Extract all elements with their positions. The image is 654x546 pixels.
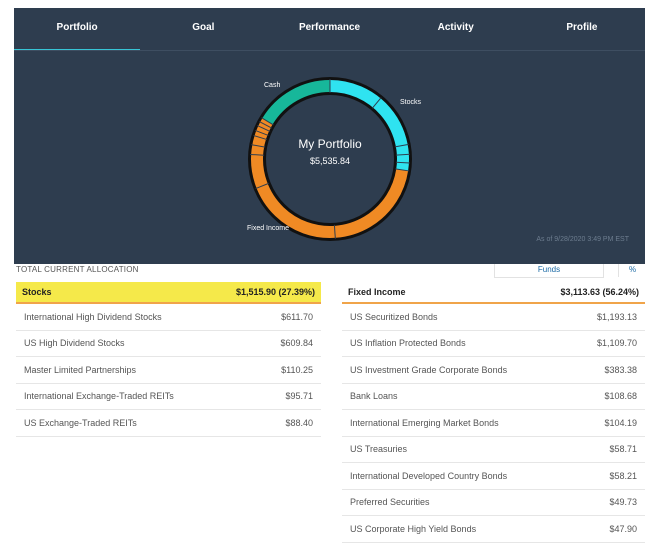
stock-row[interactable]: International High Dividend Stocks $611.7…	[16, 304, 321, 331]
tab-activity[interactable]: Activity	[437, 22, 474, 33]
fund-value: $1,109.70	[596, 338, 637, 349]
fixed-income-row[interactable]: Bank Loans $108.68	[342, 384, 645, 410]
fund-name: US High Dividend Stocks	[24, 338, 125, 349]
fund-name: US Corporate High Yield Bonds	[350, 523, 477, 534]
fund-value: $108.68	[604, 391, 637, 402]
fund-name: US Exchange-Traded REITs	[24, 417, 137, 428]
fund-value: $88.40	[285, 417, 313, 428]
donut-divider	[395, 161, 410, 164]
stocks-header-total: $1,515.90 (27.39%)	[235, 287, 315, 297]
fixed-income-row[interactable]: US Securitized Bonds $1,193.13	[342, 304, 645, 331]
fund-value: $47.90	[609, 523, 637, 534]
allocation-donut-chart[interactable]	[14, 8, 645, 264]
fund-value: $609.84	[280, 338, 313, 349]
donut-segment-cash[interactable]	[262, 80, 331, 125]
donut-divider	[259, 121, 272, 129]
tab-divider	[14, 50, 645, 51]
fixed-income-header-total: $3,113.63 (56.24%)	[560, 287, 639, 297]
donut-divider	[255, 129, 269, 136]
fund-value: $110.25	[281, 364, 313, 375]
fixed-income-header[interactable]: Fixed Income $3,113.63 (56.24%)	[342, 282, 645, 304]
tab-goal[interactable]: Goal	[192, 22, 215, 33]
fund-value: $104.19	[604, 417, 637, 428]
fund-name: International High Dividend Stocks	[24, 311, 162, 322]
percent-toggle[interactable]: %	[618, 264, 646, 277]
fund-name: Master Limited Partnerships	[24, 364, 137, 375]
tab-performance[interactable]: Performance	[298, 22, 361, 33]
fixed-income-row[interactable]: Preferred Securities $49.73	[342, 490, 645, 516]
fund-value: $49.73	[609, 497, 637, 508]
fixed-income-label: Fixed Income	[247, 225, 290, 232]
stocks-header-label: Stocks	[22, 287, 52, 297]
donut-segment-fixed-income[interactable]	[251, 118, 409, 238]
portfolio-value: $5,535.84	[309, 156, 351, 166]
fund-value: $383.38	[604, 364, 637, 375]
donut-divider	[371, 97, 382, 109]
stock-row[interactable]: US High Dividend Stocks $609.84	[16, 331, 321, 357]
fixed-income-row[interactable]: US Inflation Protected Bonds $1,109.70	[342, 331, 645, 357]
allocation-title: TOTAL CURRENT ALLOCATION	[16, 265, 139, 274]
fund-name: US Treasuries	[350, 444, 408, 455]
fixed-income-row[interactable]: International Developed Country Bonds $58…	[342, 463, 645, 490]
fund-value: $95.71	[285, 391, 313, 402]
fund-name: US Investment Grade Corporate Bonds	[350, 364, 508, 375]
fixed-income-row[interactable]: US Treasuries $58.71	[342, 437, 645, 463]
allocation-header: TOTAL CURRENT ALLOCATION Funds %	[16, 264, 645, 278]
fund-name: International Developed Country Bonds	[350, 470, 508, 481]
stock-row[interactable]: Master Limited Partnerships $110.25	[16, 357, 321, 384]
donut-divider	[255, 182, 269, 189]
donut-divider	[261, 117, 274, 126]
stocks-header[interactable]: Stocks $1,515.90 (27.39%)	[16, 282, 321, 304]
fund-name: International Emerging Market Bonds	[350, 417, 499, 428]
as-of-timestamp: As of 9/28/2020 3:49 PM EST	[536, 236, 629, 243]
funds-toggle[interactable]: Funds	[494, 264, 604, 278]
fixed-income-row[interactable]: US Corporate High Yield Bonds $47.90	[342, 516, 645, 543]
tab-profile[interactable]: Profile	[566, 22, 598, 33]
stocks-column: Stocks $1,515.90 (27.39%) International …	[16, 282, 321, 437]
donut-divider	[395, 153, 410, 156]
fund-name: Bank Loans	[350, 391, 398, 402]
fund-name: Preferred Securities	[350, 497, 430, 508]
fixed-income-row[interactable]: International Emerging Market Bonds $104.…	[342, 410, 645, 437]
cash-label: Cash	[264, 82, 281, 89]
fund-value: $611.70	[281, 311, 313, 322]
fixed-income-header-label: Fixed Income	[348, 287, 406, 297]
donut-divider	[257, 125, 271, 132]
donut-divider	[251, 144, 266, 148]
portfolio-summary-panel: Portfolio Goal Performance Activity Prof…	[14, 8, 645, 264]
donut-divider	[253, 134, 268, 141]
fund-name: International Exchange-Traded REITs	[24, 391, 174, 402]
donut-segments	[251, 80, 409, 238]
fund-name: US Securitized Bonds	[350, 311, 438, 322]
donut-divider	[394, 143, 409, 148]
portfolio-title: My Portfolio	[298, 137, 362, 151]
donut-divider	[395, 168, 410, 172]
stock-row[interactable]: US Exchange-Traded REITs $88.40	[16, 410, 321, 437]
donut-divider	[333, 224, 336, 239]
fund-value: $58.21	[609, 470, 637, 481]
fixed-income-row[interactable]: US Investment Grade Corporate Bonds $383.…	[342, 357, 645, 384]
donut-ticks	[250, 79, 410, 239]
fund-name: US Inflation Protected Bonds	[350, 338, 466, 349]
donut-divider	[250, 153, 265, 156]
fixed-income-column: Fixed Income $3,113.63 (56.24%) US Secur…	[342, 282, 645, 543]
fund-value: $1,193.13	[596, 311, 637, 322]
fund-value: $58.71	[609, 444, 637, 455]
donut-segment-stocks[interactable]	[329, 80, 409, 171]
stocks-label: Stocks	[400, 99, 422, 106]
stock-row[interactable]: International Exchange-Traded REITs $95.7…	[16, 384, 321, 410]
